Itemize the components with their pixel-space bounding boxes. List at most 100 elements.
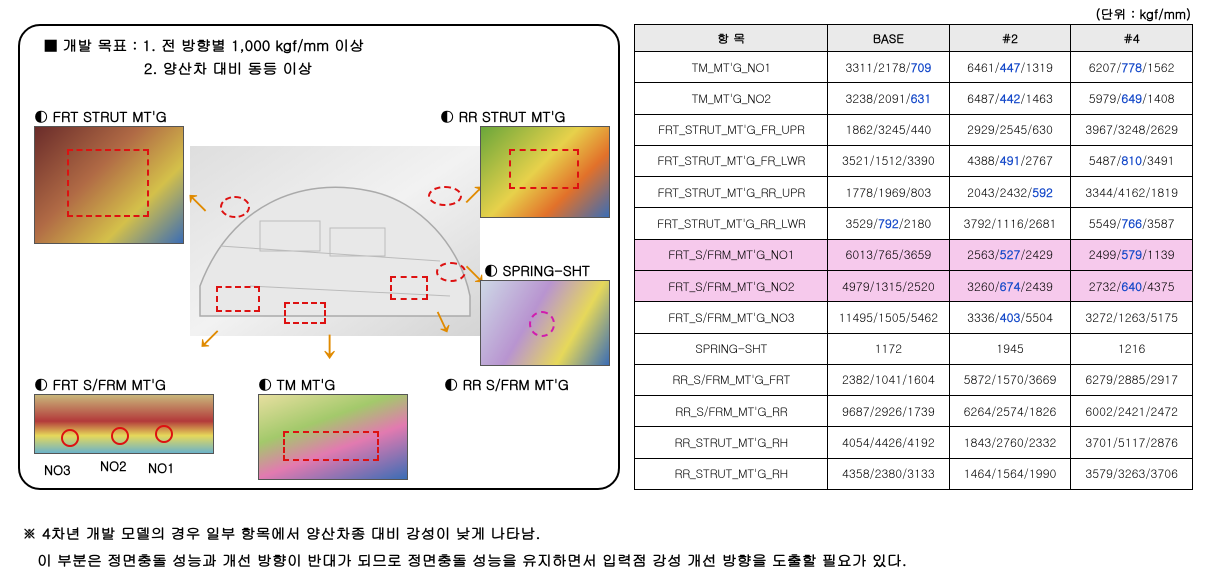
- table-header: #4: [1071, 25, 1193, 52]
- table-row: FRT_S/FRM_MT'G_NO16013/765/36592563/527/…: [635, 239, 1193, 270]
- callout-frt-sfrm: ◐ FRT S/FRM MT'G: [34, 374, 166, 394]
- arrow-icon: ↓: [320, 328, 340, 364]
- item-cell: FRT_STRUT_MT'G_FR_UPR: [635, 114, 828, 145]
- no1-label: NO1: [148, 458, 175, 477]
- table-row: TM_MT'G_NO23238/2091/6316487/442/1463597…: [635, 83, 1193, 114]
- goal-prefix: ■ 개발 목표 :: [44, 35, 142, 56]
- value-cell: 11495/1505/5462: [828, 302, 950, 333]
- table-row: SPRING-SHT117219451216: [635, 333, 1193, 364]
- goal-text: ■ 개발 목표 : 1. 전 방향별 1,000 kgf/mm 이상 2. 양산…: [44, 34, 364, 81]
- value-cell: 9687/2926/1739: [828, 396, 950, 427]
- footnote: ※ 4차년 개발 모델의 경우 일부 항목에서 양산차종 대비 강성이 낮게 나…: [22, 520, 907, 574]
- table-header: #2: [949, 25, 1071, 52]
- value-cell: 6461/447/1319: [949, 52, 1071, 83]
- table-row: FRT_STRUT_MT'G_RR_UPR1778/1969/8032043/2…: [635, 177, 1193, 208]
- table-header: 항 목: [635, 25, 828, 52]
- value-cell: 6013/765/3659: [828, 239, 950, 270]
- item-cell: FRT_STRUT_MT'G_RR_UPR: [635, 177, 828, 208]
- goal2: 2. 양산차 대비 동등 이상: [144, 58, 313, 79]
- table-row: TM_MT'G_NO13311/2178/7096461/447/1319620…: [635, 52, 1193, 83]
- value-cell: 2563/527/2429: [949, 239, 1071, 270]
- arrow-icon: ↙: [196, 320, 222, 356]
- stiffness-table: 항 목BASE#2#4 TM_MT'G_NO13311/2178/7096461…: [634, 24, 1193, 490]
- value-cell: 4388/491/2767: [949, 145, 1071, 176]
- callout-rr-sfrm: ◐ RR S/FRM MT'G: [444, 374, 569, 394]
- table-body: TM_MT'G_NO13311/2178/7096461/447/1319620…: [635, 52, 1193, 490]
- thumb-frt-strut: [34, 126, 184, 244]
- item-cell: FRT_S/FRM_MT'G_NO3: [635, 302, 828, 333]
- dash-marker: [390, 276, 428, 300]
- value-cell: 2382/1041/1604: [828, 364, 950, 395]
- value-cell: 3521/1512/3390: [828, 145, 950, 176]
- callout-spring-sht: ◐ SPRING-SHT: [484, 260, 590, 280]
- value-cell: 3701/5117/2876: [1071, 427, 1193, 458]
- value-cell: 1843/2760/2332: [949, 427, 1071, 458]
- value-cell: 5979/649/1408: [1071, 83, 1193, 114]
- value-cell: 5487/810/3491: [1071, 145, 1193, 176]
- value-cell: 3260/674/2439: [949, 270, 1071, 301]
- value-cell: 3792/1116/2681: [949, 208, 1071, 239]
- thumb-frt-sfrm: [34, 394, 214, 454]
- value-cell: 1464/1564/1990: [949, 458, 1071, 489]
- value-cell: 6264/2574/1826: [949, 396, 1071, 427]
- item-cell: RR_S/FRM_MT'G_FRT: [635, 364, 828, 395]
- value-cell: 3579/3263/3706: [1071, 458, 1193, 489]
- value-cell: 4979/1315/2520: [828, 270, 950, 301]
- thumb-tm: [258, 394, 408, 480]
- dash-marker: [428, 186, 462, 206]
- value-cell: 3344/4162/1819: [1071, 177, 1193, 208]
- item-cell: FRT_STRUT_MT'G_RR_LWR: [635, 208, 828, 239]
- value-cell: 2732/640/4375: [1071, 270, 1193, 301]
- table-row: RR_S/FRM_MT'G_RR9687/2926/17396264/2574/…: [635, 396, 1193, 427]
- value-cell: 6002/2421/2472: [1071, 396, 1193, 427]
- table-row: RR_STRUT_MT'G_RH4054/4426/41921843/2760/…: [635, 427, 1193, 458]
- arrow-icon: ↖: [184, 184, 210, 220]
- thumb-rr-strut: [480, 126, 610, 218]
- table-row: FRT_STRUT_MT'G_RR_LWR3529/792/21803792/1…: [635, 208, 1193, 239]
- item-cell: TM_MT'G_NO2: [635, 83, 828, 114]
- callout-frt-strut: ◐ FRT STRUT MT'G: [34, 106, 167, 126]
- table-row: RR_STRUT_MT'G_RH4358/2380/31331464/1564/…: [635, 458, 1193, 489]
- value-cell: 3238/2091/631: [828, 83, 950, 114]
- no3-label: NO3: [44, 460, 71, 479]
- table-row: FRT_STRUT_MT'G_FR_UPR1862/3245/4402929/2…: [635, 114, 1193, 145]
- item-cell: RR_STRUT_MT'G_RH: [635, 427, 828, 458]
- table-header: BASE: [828, 25, 950, 52]
- value-cell: 6207/778/1562: [1071, 52, 1193, 83]
- value-cell: 1216: [1071, 333, 1193, 364]
- callout-rr-strut: ◐ RR STRUT MT'G: [440, 106, 565, 126]
- goal1: 1. 전 방향별 1,000 kgf/mm 이상: [142, 35, 364, 56]
- item-cell: FRT_S/FRM_MT'G_NO2: [635, 270, 828, 301]
- item-cell: TM_MT'G_NO1: [635, 52, 828, 83]
- item-cell: FRT_S/FRM_MT'G_NO1: [635, 239, 828, 270]
- table-row: FRT_STRUT_MT'G_FR_LWR3521/1512/33904388/…: [635, 145, 1193, 176]
- value-cell: 4358/2380/3133: [828, 458, 950, 489]
- footnote-line2: 이 부분은 정면충돌 성능과 개선 방향이 반대가 되므로 정면충돌 성능을 유…: [37, 550, 907, 571]
- unit-label: (단위 : kgf/mm): [1096, 4, 1191, 23]
- value-cell: 1945: [949, 333, 1071, 364]
- dash-marker: [284, 302, 326, 324]
- value-cell: 2929/2545/630: [949, 114, 1071, 145]
- value-cell: 6487/442/1463: [949, 83, 1071, 114]
- diagram-box: ■ 개발 목표 : 1. 전 방향별 1,000 kgf/mm 이상 2. 양산…: [18, 24, 620, 490]
- value-cell: 3311/2178/709: [828, 52, 950, 83]
- value-cell: 5872/1570/3669: [949, 364, 1071, 395]
- dash-marker: [220, 196, 250, 218]
- table-row: FRT_S/FRM_MT'G_NO311495/1505/54623336/40…: [635, 302, 1193, 333]
- dash-marker: [216, 286, 260, 312]
- table-row: FRT_S/FRM_MT'G_NO24979/1315/25203260/674…: [635, 270, 1193, 301]
- value-cell: 3336/403/5504: [949, 302, 1071, 333]
- value-cell: 1862/3245/440: [828, 114, 950, 145]
- value-cell: 2499/579/1139: [1071, 239, 1193, 270]
- item-cell: RR_S/FRM_MT'G_RR: [635, 396, 828, 427]
- value-cell: 5549/766/3587: [1071, 208, 1193, 239]
- table-head: 항 목BASE#2#4: [635, 25, 1193, 52]
- main-wrap: ■ 개발 목표 : 1. 전 방향별 1,000 kgf/mm 이상 2. 양산…: [0, 0, 1211, 490]
- no2-label: NO2: [100, 456, 127, 475]
- item-cell: SPRING-SHT: [635, 333, 828, 364]
- value-cell: 6279/2885/2917: [1071, 364, 1193, 395]
- footnote-line1: ※ 4차년 개발 모델의 경우 일부 항목에서 양산차종 대비 강성이 낮게 나…: [22, 523, 541, 544]
- value-cell: 1778/1969/803: [828, 177, 950, 208]
- value-cell: 1172: [828, 333, 950, 364]
- value-cell: 2043/2432/592: [949, 177, 1071, 208]
